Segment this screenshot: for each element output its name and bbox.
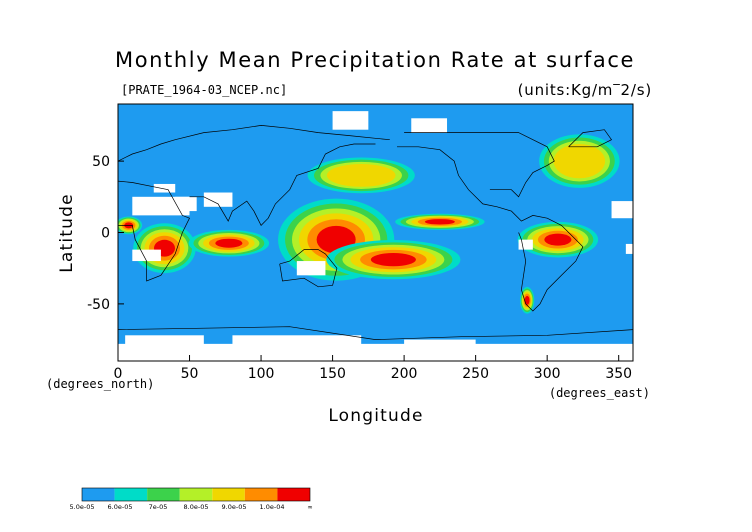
chart-units: (units:Kg/m‾2/s) (518, 81, 652, 99)
precip-region (307, 157, 415, 194)
colorbar-legend: 5.0e-05 6.0e-05 7e-05 8.0e-05 9.0e-05 1.0e-04… (70, 487, 313, 511)
y-tick-label: -50 (87, 297, 110, 313)
precip-contour (370, 253, 416, 267)
missing-data-patch (332, 111, 369, 130)
x-tick-label: 250 (462, 366, 489, 382)
x-tick-label: 50 (181, 366, 199, 382)
colorbar-swatch (82, 488, 115, 501)
precip-region (539, 134, 620, 188)
y-axis-ticks: -50 0 50 (87, 154, 124, 313)
y-tick-label: 0 (101, 226, 110, 242)
colorbar-frame (81, 487, 311, 502)
precip-region (517, 221, 599, 258)
x-unit-label: (degrees_east) (549, 386, 650, 400)
missing-data-patch (132, 196, 190, 216)
coastline (118, 180, 190, 282)
missing-data-patch (125, 335, 204, 347)
x-tick-label: 300 (534, 366, 561, 382)
plot-area (118, 104, 633, 361)
missing-data-patch (203, 192, 233, 207)
colorbar-swatch (114, 488, 148, 501)
coastlines (118, 125, 633, 340)
precip-contour (524, 295, 530, 305)
y-tick-label: 50 (92, 154, 110, 170)
precip-region (395, 213, 485, 230)
colorbar-label: ∞ (307, 503, 312, 511)
missing-data-patch (518, 239, 533, 250)
x-tick-label: 100 (248, 366, 275, 382)
missing-data-patch (118, 343, 633, 361)
coastline (118, 125, 390, 162)
colorbar-swatch (277, 488, 310, 501)
colorbar-label: 6.0e-05 (108, 503, 133, 511)
chart-subtitle: [PRATE_1964-03_NCEP.nc] (121, 83, 287, 97)
colorbar-label: 5.0e-05 (70, 503, 95, 511)
colorbar-label: 1.0e-04 (260, 503, 285, 511)
precipitation-regions (118, 134, 620, 314)
precip-contour (553, 143, 606, 179)
chart-title: Monthly Mean Precipitation Rate at surfa… (115, 48, 635, 72)
coastline (279, 249, 338, 288)
y-unit-label: (degrees_north) (46, 377, 154, 391)
coastline (189, 143, 376, 226)
coastline (118, 326, 633, 340)
precip-region (326, 239, 461, 280)
colorbar-swatch (147, 488, 180, 501)
precip-region (133, 223, 196, 274)
colorbar-label: 7e-05 (149, 503, 168, 511)
precip-contour (215, 238, 243, 248)
colorbar-label: 8.0e-05 (184, 503, 209, 511)
missing-data-patch (232, 335, 362, 347)
precip-contour (424, 219, 455, 225)
x-tick-label: 0 (114, 366, 123, 382)
x-tick-label: 200 (391, 366, 418, 382)
precip-region (188, 229, 270, 257)
missing-data-patches (118, 111, 633, 361)
missing-data-patch (153, 183, 176, 193)
x-tick-label: 150 (319, 366, 346, 382)
y-axis-label: Latitude (57, 193, 77, 273)
colorbar-swatch (212, 488, 245, 501)
missing-data-patch (175, 196, 197, 212)
coastline (397, 146, 584, 312)
missing-data-patch (611, 201, 633, 219)
missing-data-patch (411, 118, 448, 133)
missing-data-patch (132, 249, 161, 262)
missing-data-patch (404, 339, 476, 350)
colorbar-swatch (244, 488, 278, 501)
precip-contour (544, 233, 572, 246)
missing-data-patch (296, 261, 326, 276)
coastline (568, 129, 613, 148)
colorbar-swatch (179, 488, 213, 501)
x-axis-ticks: 0 50 100 150 200 250 300 350 (114, 355, 632, 382)
precip-contour (326, 163, 396, 187)
x-tick-label: 350 (605, 366, 632, 382)
x-axis-label: Longitude (328, 406, 423, 426)
missing-data-patch (625, 243, 633, 254)
colorbar-label: 9.0e-05 (222, 503, 247, 511)
coastline (404, 132, 555, 198)
